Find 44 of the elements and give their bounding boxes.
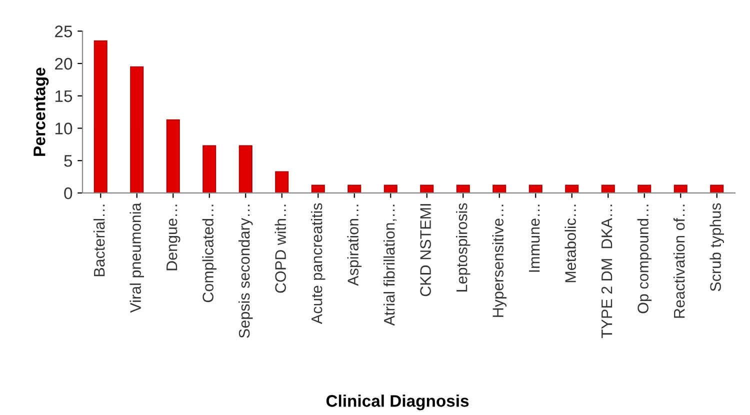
y-axis-title: Percentage <box>34 68 49 156</box>
bar <box>238 145 252 193</box>
y-tick-label: 5 <box>64 155 72 167</box>
bar <box>674 184 688 193</box>
bar <box>601 184 615 193</box>
x-tick-label: COPD with… <box>274 204 286 293</box>
x-tick-label: Scrub typhus <box>710 203 724 292</box>
bar <box>275 171 289 193</box>
bar <box>384 184 398 193</box>
bar <box>348 184 362 193</box>
bar <box>420 184 434 193</box>
y-tick-label: 0 <box>64 187 72 200</box>
bar <box>311 184 325 193</box>
bar <box>565 184 579 193</box>
bar <box>456 184 470 193</box>
x-tick-label: TYPE 2 DM DKA… <box>601 204 612 338</box>
x-tick-label: Bacterial… <box>94 204 105 276</box>
x-tick-label: Reactivation of… <box>674 204 685 318</box>
x-tick-label: Viral pneumonia <box>130 202 144 313</box>
x-tick-label: Complicated… <box>202 204 216 302</box>
x-tick-label: Leptospirosis <box>456 203 470 292</box>
bar <box>202 145 216 193</box>
x-axis-title: Clinical Diagnosis <box>326 394 469 410</box>
x-tick-label: Op compound… <box>637 204 652 314</box>
x-tick-label: Metabolic… <box>564 204 576 282</box>
bar <box>130 66 144 193</box>
bar <box>166 119 180 193</box>
y-tick-label: 15 <box>56 90 72 102</box>
x-tick-label: CKD NSTEMI <box>420 204 431 296</box>
y-tick-label: 25 <box>55 26 72 38</box>
bar <box>528 184 542 193</box>
y-tick-label: 10 <box>56 122 72 134</box>
bar <box>638 184 652 193</box>
x-tick-label: Acute pancreatitis <box>311 203 326 324</box>
bar <box>710 184 724 193</box>
x-tick-label: Dengue… <box>166 204 180 270</box>
y-tick-label: 20 <box>55 58 72 70</box>
x-tick-label: Aspiration… <box>347 204 362 286</box>
x-tick-label: Immune… <box>529 204 540 272</box>
bar <box>492 184 506 193</box>
x-tick-label: Hypersensitive… <box>492 204 506 317</box>
x-tick-label: Atrial fibrillation,… <box>384 204 397 326</box>
x-tick-label: Sepsis secondary… <box>238 204 253 338</box>
bar <box>94 40 108 193</box>
